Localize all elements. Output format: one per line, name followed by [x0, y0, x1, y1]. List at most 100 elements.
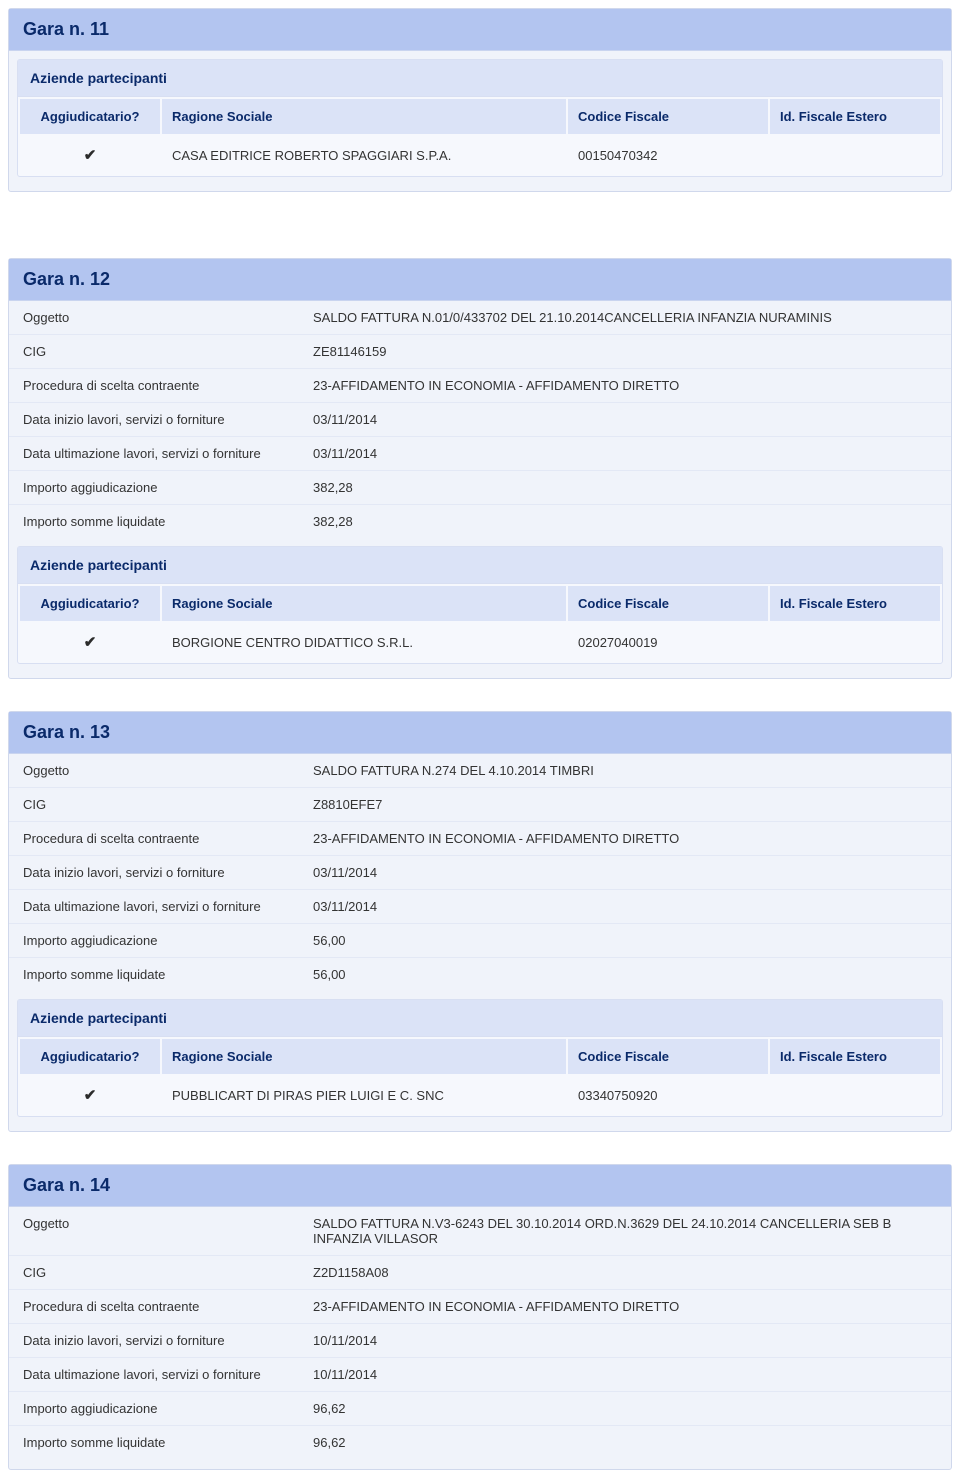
- detail-row: OggettoSALDO FATTURA N.01/0/433702 DEL 2…: [9, 301, 951, 335]
- detail-value: 56,00: [299, 924, 951, 958]
- codice-fiscale: 03340750920: [568, 1076, 768, 1114]
- check-icon: ✔: [84, 634, 97, 651]
- detail-label: Data inizio lavori, servizi o forniture: [9, 1324, 299, 1358]
- detail-value: Z8810EFE7: [299, 788, 951, 822]
- detail-value: 382,28: [299, 505, 951, 539]
- detail-row: Procedura di scelta contraente23-AFFIDAM…: [9, 822, 951, 856]
- ragione-sociale: BORGIONE CENTRO DIDATTICO S.R.L.: [162, 623, 566, 661]
- codice-fiscale: 02027040019: [568, 623, 768, 661]
- detail-label: Procedura di scelta contraente: [9, 1290, 299, 1324]
- spacer: [0, 1140, 960, 1156]
- detail-row: Procedura di scelta contraente23-AFFIDAM…: [9, 369, 951, 403]
- detail-label: CIG: [9, 788, 299, 822]
- detail-label: Importo somme liquidate: [9, 958, 299, 992]
- detail-row: Importo aggiudicazione382,28: [9, 471, 951, 505]
- spacer: [0, 687, 960, 703]
- gara-title: Gara n. 14: [9, 1165, 951, 1207]
- detail-row: CIGZE81146159: [9, 335, 951, 369]
- detail-label: Procedura di scelta contraente: [9, 822, 299, 856]
- detail-row: Data ultimazione lavori, servizi o forni…: [9, 890, 951, 924]
- check-icon: ✔: [84, 147, 97, 164]
- detail-label: Importo aggiudicazione: [9, 471, 299, 505]
- aziende-panel: Aziende partecipantiAggiudicatario?Ragio…: [17, 546, 943, 664]
- detail-row: Data inizio lavori, servizi o forniture0…: [9, 856, 951, 890]
- col-header: Id. Fiscale Estero: [770, 1039, 940, 1074]
- aziende-header: Aziende partecipanti: [18, 1000, 942, 1037]
- detail-value: 382,28: [299, 471, 951, 505]
- id-fiscale-estero: [770, 1076, 940, 1114]
- gara-panel: Gara n. 14OggettoSALDO FATTURA N.V3-6243…: [8, 1164, 952, 1470]
- participants-table: Aggiudicatario?Ragione SocialeCodice Fis…: [18, 97, 942, 176]
- detail-value: SALDO FATTURA N.V3-6243 DEL 30.10.2014 O…: [299, 1207, 951, 1256]
- detail-value: 56,00: [299, 958, 951, 992]
- detail-row: Importo somme liquidate56,00: [9, 958, 951, 992]
- detail-label: CIG: [9, 335, 299, 369]
- participants-table: Aggiudicatario?Ragione SocialeCodice Fis…: [18, 584, 942, 663]
- detail-value: 96,62: [299, 1392, 951, 1426]
- check-icon: ✔: [84, 1087, 97, 1104]
- col-header: Id. Fiscale Estero: [770, 586, 940, 621]
- detail-row: CIGZ2D1158A08: [9, 1256, 951, 1290]
- col-header: Ragione Sociale: [162, 99, 566, 134]
- gara-panel: Gara n. 13OggettoSALDO FATTURA N.274 DEL…: [8, 711, 952, 1132]
- col-header: Codice Fiscale: [568, 1039, 768, 1074]
- participant-row: ✔ BORGIONE CENTRO DIDATTICO S.R.L.0202704…: [20, 623, 940, 661]
- detail-value: 10/11/2014: [299, 1324, 951, 1358]
- aziende-header: Aziende partecipanti: [18, 547, 942, 584]
- detail-row: Importo aggiudicazione96,62: [9, 1392, 951, 1426]
- winner-cell: ✔: [20, 1076, 160, 1114]
- col-header: Codice Fiscale: [568, 99, 768, 134]
- detail-label: Importo somme liquidate: [9, 1426, 299, 1460]
- detail-label: Importo aggiudicazione: [9, 1392, 299, 1426]
- participant-row: ✔ PUBBLICART DI PIRAS PIER LUIGI E C. SNC…: [20, 1076, 940, 1114]
- detail-row: Data ultimazione lavori, servizi o forni…: [9, 1358, 951, 1392]
- detail-value: SALDO FATTURA N.274 DEL 4.10.2014 TIMBRI: [299, 754, 951, 788]
- detail-row: OggettoSALDO FATTURA N.274 DEL 4.10.2014…: [9, 754, 951, 788]
- participant-row: ✔ CASA EDITRICE ROBERTO SPAGGIARI S.P.A.0…: [20, 136, 940, 174]
- detail-row: CIGZ8810EFE7: [9, 788, 951, 822]
- details-table: OggettoSALDO FATTURA N.01/0/433702 DEL 2…: [9, 301, 951, 538]
- detail-value: 03/11/2014: [299, 437, 951, 471]
- detail-label: Importo somme liquidate: [9, 505, 299, 539]
- detail-value: 23-AFFIDAMENTO IN ECONOMIA - AFFIDAMENTO…: [299, 1290, 951, 1324]
- detail-row: Procedura di scelta contraente23-AFFIDAM…: [9, 1290, 951, 1324]
- ragione-sociale: PUBBLICART DI PIRAS PIER LUIGI E C. SNC: [162, 1076, 566, 1114]
- winner-cell: ✔: [20, 136, 160, 174]
- detail-row: Importo aggiudicazione56,00: [9, 924, 951, 958]
- detail-value: 03/11/2014: [299, 890, 951, 924]
- col-header: Aggiudicatario?: [20, 1039, 160, 1074]
- col-header: Ragione Sociale: [162, 1039, 566, 1074]
- ragione-sociale: CASA EDITRICE ROBERTO SPAGGIARI S.P.A.: [162, 136, 566, 174]
- detail-value: SALDO FATTURA N.01/0/433702 DEL 21.10.20…: [299, 301, 951, 335]
- detail-row: OggettoSALDO FATTURA N.V3-6243 DEL 30.10…: [9, 1207, 951, 1256]
- details-table: OggettoSALDO FATTURA N.V3-6243 DEL 30.10…: [9, 1207, 951, 1459]
- gara-title: Gara n. 13: [9, 712, 951, 754]
- detail-row: Data ultimazione lavori, servizi o forni…: [9, 437, 951, 471]
- detail-value: 96,62: [299, 1426, 951, 1460]
- detail-value: 03/11/2014: [299, 856, 951, 890]
- detail-label: Oggetto: [9, 754, 299, 788]
- col-header: Codice Fiscale: [568, 586, 768, 621]
- detail-label: CIG: [9, 1256, 299, 1290]
- codice-fiscale: 00150470342: [568, 136, 768, 174]
- gara-panel: Gara n. 12OggettoSALDO FATTURA N.01/0/43…: [8, 258, 952, 679]
- detail-row: Importo somme liquidate96,62: [9, 1426, 951, 1460]
- participants-table: Aggiudicatario?Ragione SocialeCodice Fis…: [18, 1037, 942, 1116]
- col-header: Aggiudicatario?: [20, 99, 160, 134]
- detail-value: 23-AFFIDAMENTO IN ECONOMIA - AFFIDAMENTO…: [299, 369, 951, 403]
- aziende-header: Aziende partecipanti: [18, 60, 942, 97]
- detail-label: Data inizio lavori, servizi o forniture: [9, 403, 299, 437]
- spacer: [0, 200, 960, 250]
- gara-panel: Gara n. 11Aziende partecipantiAggiudicat…: [8, 8, 952, 192]
- col-header: Ragione Sociale: [162, 586, 566, 621]
- detail-label: Oggetto: [9, 301, 299, 335]
- detail-value: 23-AFFIDAMENTO IN ECONOMIA - AFFIDAMENTO…: [299, 822, 951, 856]
- id-fiscale-estero: [770, 623, 940, 661]
- detail-label: Data ultimazione lavori, servizi o forni…: [9, 1358, 299, 1392]
- detail-label: Data ultimazione lavori, servizi o forni…: [9, 437, 299, 471]
- detail-label: Data ultimazione lavori, servizi o forni…: [9, 890, 299, 924]
- detail-label: Procedura di scelta contraente: [9, 369, 299, 403]
- detail-label: Oggetto: [9, 1207, 299, 1256]
- detail-label: Importo aggiudicazione: [9, 924, 299, 958]
- detail-row: Importo somme liquidate382,28: [9, 505, 951, 539]
